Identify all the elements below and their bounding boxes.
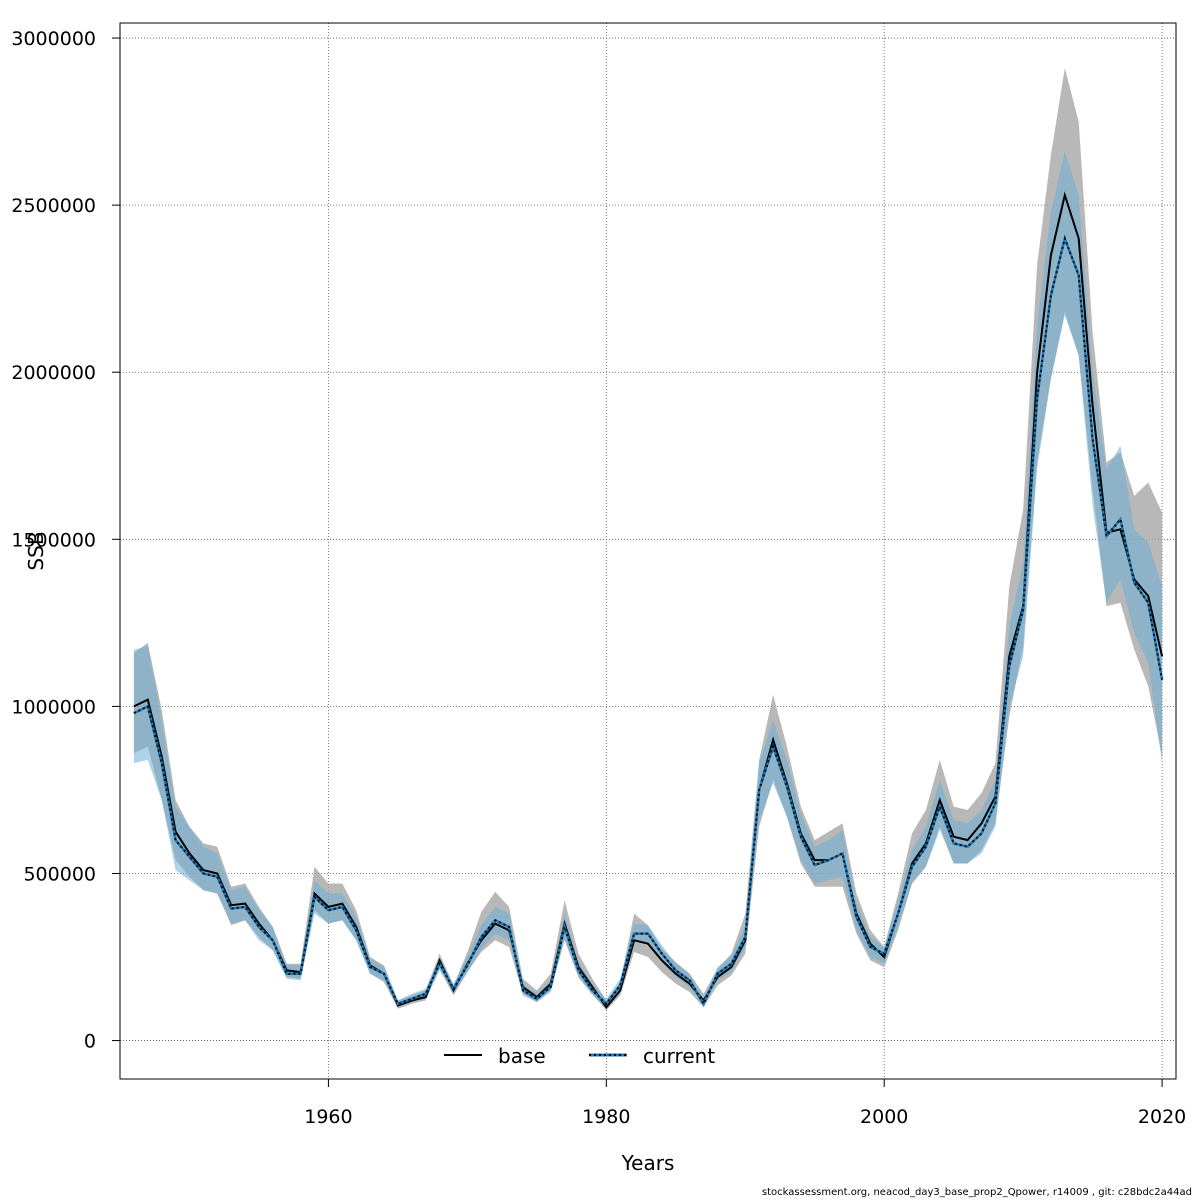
x-tick-label: 2000 (860, 1106, 908, 1128)
legend-label-base: base (498, 1044, 546, 1068)
footer-credit: stockassessment.org, neacod_day3_base_pr… (761, 1187, 1192, 1198)
x-axis-title: Years (621, 1151, 675, 1175)
series-lines (133, 191, 1164, 1009)
y-axis-title: SSB (24, 531, 48, 570)
y-tick-label: 1500000 (11, 529, 96, 551)
y-tick-label: 2000000 (11, 362, 96, 384)
band-current (133, 151, 1163, 1009)
y-tick-label: 500000 (23, 863, 96, 885)
y-tick-label: 2500000 (11, 195, 96, 217)
line-base (133, 191, 1164, 1009)
y-axis: 0 500000 1000000 1500000 2000000 2500000 30000… (11, 28, 121, 1053)
line-current (133, 234, 1164, 1007)
confidence-bands (133, 68, 1163, 1011)
legend-label-current: current (643, 1044, 715, 1068)
x-tick-label: 1960 (304, 1106, 352, 1128)
x-tick-label: 2020 (1138, 1106, 1186, 1128)
x-axis: 1960 1980 2000 2020 (304, 1078, 1186, 1128)
y-tick-label: 0 (84, 1031, 96, 1053)
y-tick-label: 1000000 (11, 696, 96, 718)
y-tick-label: 3000000 (11, 28, 96, 50)
legend: base current (444, 1044, 715, 1068)
x-tick-label: 1980 (582, 1106, 630, 1128)
